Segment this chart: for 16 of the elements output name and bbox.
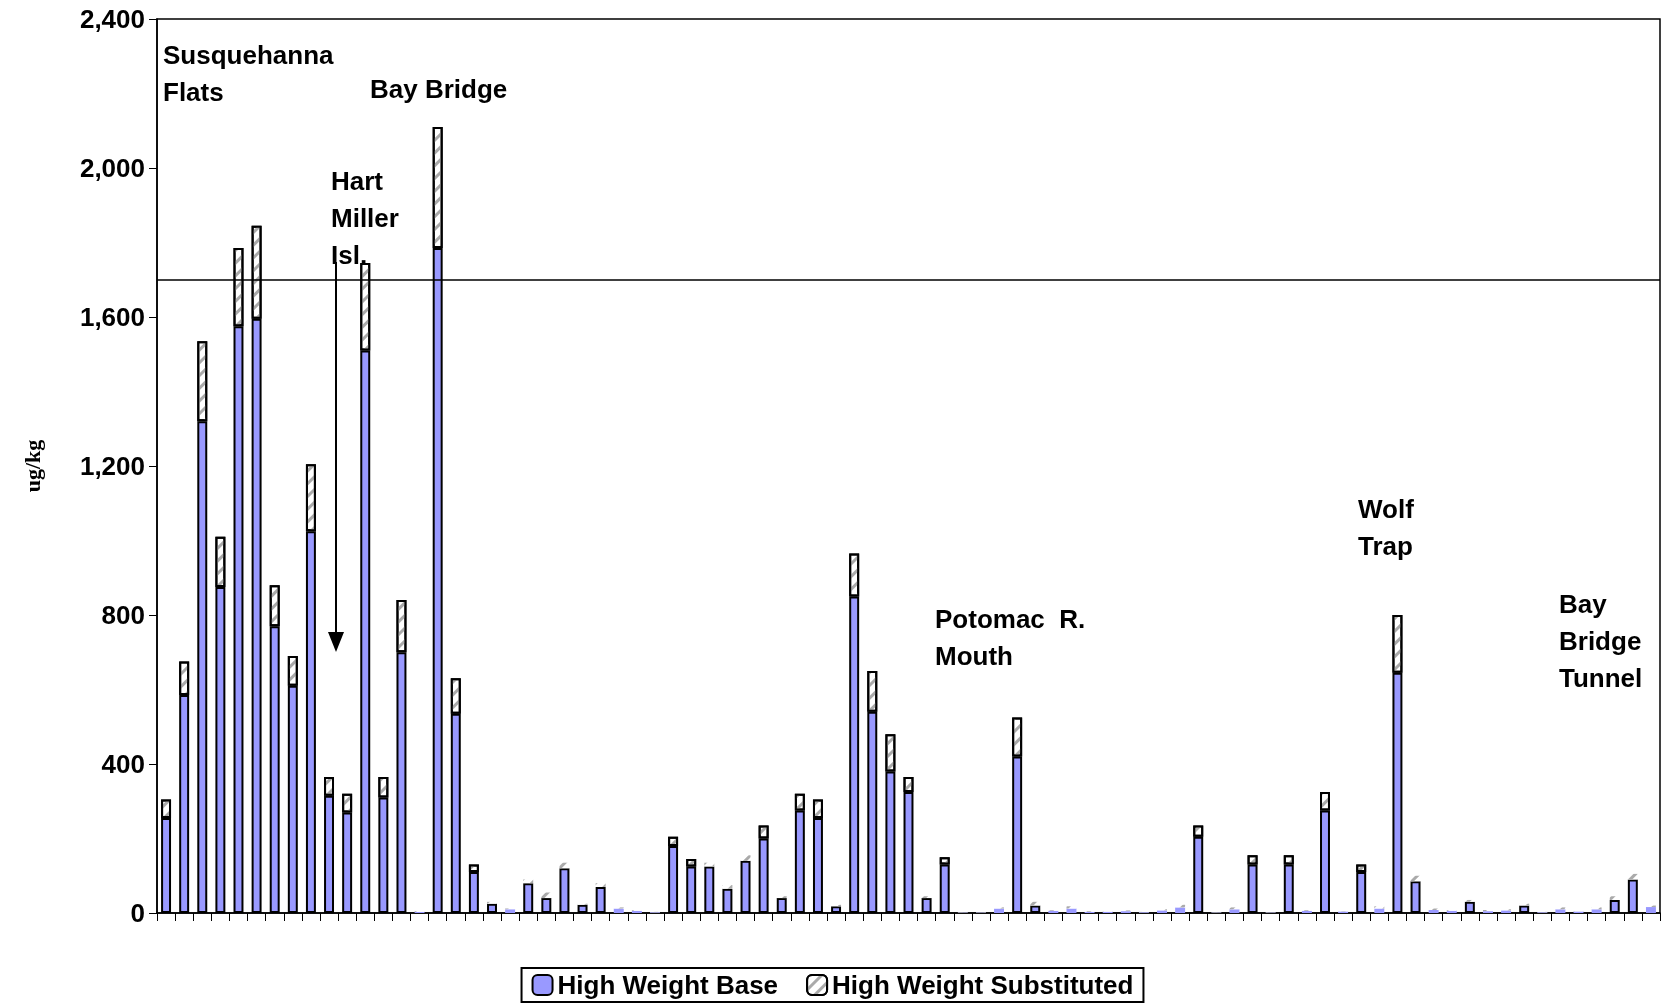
annotation: Susquehanna Flats bbox=[163, 39, 335, 107]
y-axis-title: ug/kg bbox=[19, 439, 45, 493]
legend-label: High Weight Substituted bbox=[832, 970, 1134, 1000]
y-tick-label: 0 bbox=[130, 898, 145, 928]
legend-label: High Weight Base bbox=[557, 970, 779, 1000]
y-tick-label: 1,600 bbox=[79, 302, 145, 332]
y-tick-label: 1,200 bbox=[79, 451, 145, 481]
y-tick-label: 400 bbox=[101, 749, 145, 779]
annotation: Bay Bridge bbox=[370, 73, 508, 104]
y-tick-label: 2,000 bbox=[79, 153, 145, 183]
annotation: Hart Miller Isl. bbox=[331, 165, 399, 270]
y-tick-label: 800 bbox=[101, 600, 145, 630]
annotation: Wolf Trap bbox=[1358, 493, 1415, 561]
y-tick-label: 2,400 bbox=[79, 4, 145, 34]
annotation: Potomac R. Mouth bbox=[935, 603, 1086, 671]
annotation: Bay Bridge Tunnel bbox=[1559, 588, 1643, 693]
